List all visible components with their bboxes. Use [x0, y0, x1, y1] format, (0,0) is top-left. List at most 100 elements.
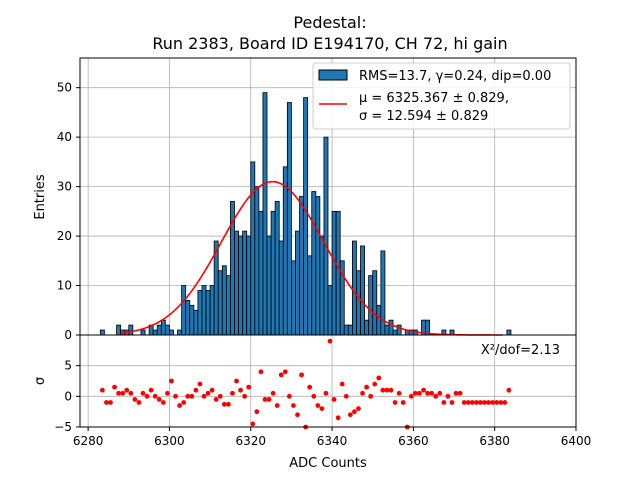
residual-point: [112, 384, 117, 390]
histogram-bar: [156, 324, 162, 336]
residual-point: [494, 400, 500, 405]
histogram-bar: [323, 136, 329, 336]
histogram-bar: [506, 329, 512, 336]
residual-point: [360, 390, 365, 396]
residual-point: [144, 393, 150, 399]
residual-point: [396, 390, 402, 396]
y-axis-label-bottom: σ: [33, 377, 48, 385]
residual-point: [408, 393, 414, 399]
residual-point: [246, 384, 252, 390]
residual-point: [433, 393, 439, 399]
histogram-bar: [274, 201, 280, 336]
residual-point: [152, 393, 158, 399]
histogram-bar: [315, 196, 321, 336]
histogram-bar: [291, 260, 296, 336]
histogram-bar: [209, 285, 215, 336]
residual-point: [315, 403, 321, 408]
histogram-bar: [278, 240, 284, 336]
histogram-bar: [270, 210, 276, 336]
residual-point: [384, 387, 390, 393]
residual-point: [413, 390, 418, 396]
residual-point: [469, 400, 475, 405]
residual-point: [417, 390, 422, 396]
histogram-bar: [327, 285, 333, 336]
residual-point: [160, 400, 166, 405]
histogram-bar: [331, 210, 337, 336]
histogram-bar: [225, 275, 231, 336]
y-tick-label-top: 50: [57, 81, 72, 95]
histogram-bar: [205, 290, 211, 336]
residual-point: [465, 400, 471, 405]
histogram-bar: [343, 324, 349, 336]
residual-point: [299, 372, 304, 378]
residual-point: [270, 390, 276, 396]
residual-point: [327, 338, 333, 344]
residual-point: [437, 390, 443, 396]
y-tick-label-top: 40: [57, 130, 72, 144]
histogram-bar: [266, 235, 272, 336]
residual-point: [323, 390, 329, 396]
histogram-bar: [347, 324, 353, 336]
residual-point: [165, 390, 170, 396]
residual-point: [449, 400, 455, 405]
residual-point: [262, 397, 268, 402]
residual-point: [124, 387, 130, 393]
residual-point: [242, 393, 248, 399]
residual-point: [319, 406, 325, 411]
histogram-bar: [372, 270, 378, 336]
histogram-bar: [128, 324, 134, 336]
residual-point: [274, 403, 280, 408]
residual-point: [132, 397, 138, 402]
residual-point: [193, 387, 199, 393]
histogram-bar: [295, 230, 300, 336]
residual-point: [376, 375, 382, 381]
x-tick-label: 6340: [317, 434, 348, 448]
residual-point: [482, 400, 487, 405]
histogram-bar: [364, 319, 370, 336]
legend-box: [312, 62, 571, 130]
histogram-bar: [160, 319, 166, 336]
residual-point: [392, 400, 398, 405]
legend-hist-swatch: [318, 69, 348, 81]
x-tick-label: 6380: [479, 434, 510, 448]
chi2-label: X²/dof=2.13: [481, 343, 560, 358]
histogram-bar: [286, 102, 292, 336]
bottom-axes-border: [79, 334, 577, 428]
residual-point: [372, 381, 378, 387]
histogram-bar: [177, 329, 183, 336]
residual-point: [148, 387, 154, 393]
residual-point: [209, 387, 215, 393]
residual-point: [116, 390, 122, 396]
x-tick-label: 6300: [154, 434, 185, 448]
residual-point: [352, 409, 357, 415]
histogram-bar: [360, 245, 365, 336]
y-tick-label-top: 20: [57, 229, 72, 243]
y-tick-label-top: 30: [57, 180, 72, 194]
histogram-bar: [282, 166, 288, 336]
histogram-bar: [217, 270, 223, 336]
histogram-bar: [311, 191, 317, 336]
histogram-bar: [99, 329, 105, 336]
histogram-bar: [376, 304, 382, 336]
y-tick-label-bottom: −5: [54, 420, 72, 434]
residual-point: [347, 412, 353, 418]
histogram-bar: [335, 210, 341, 336]
residual-point: [453, 390, 459, 396]
x-tick-label: 6360: [398, 434, 429, 448]
residual-point: [108, 400, 113, 405]
histogram-bar: [246, 235, 252, 336]
y-tick-label-bottom: 5: [64, 359, 72, 373]
residual-point: [356, 406, 361, 411]
y-tick-label-top: 0: [64, 328, 72, 342]
residual-point: [217, 393, 223, 399]
residual-point: [502, 400, 508, 405]
histogram-bar: [201, 285, 207, 336]
chart-title-line2: Run 2383, Board ID E194170, CH 72, hi ga…: [152, 34, 507, 53]
residual-point: [478, 400, 483, 405]
residual-point: [213, 397, 219, 402]
residual-point: [368, 393, 374, 399]
histogram-bar: [181, 285, 187, 336]
y-tick-label-top: 10: [57, 279, 72, 293]
residual-point: [486, 400, 491, 405]
residual-point: [197, 381, 203, 387]
